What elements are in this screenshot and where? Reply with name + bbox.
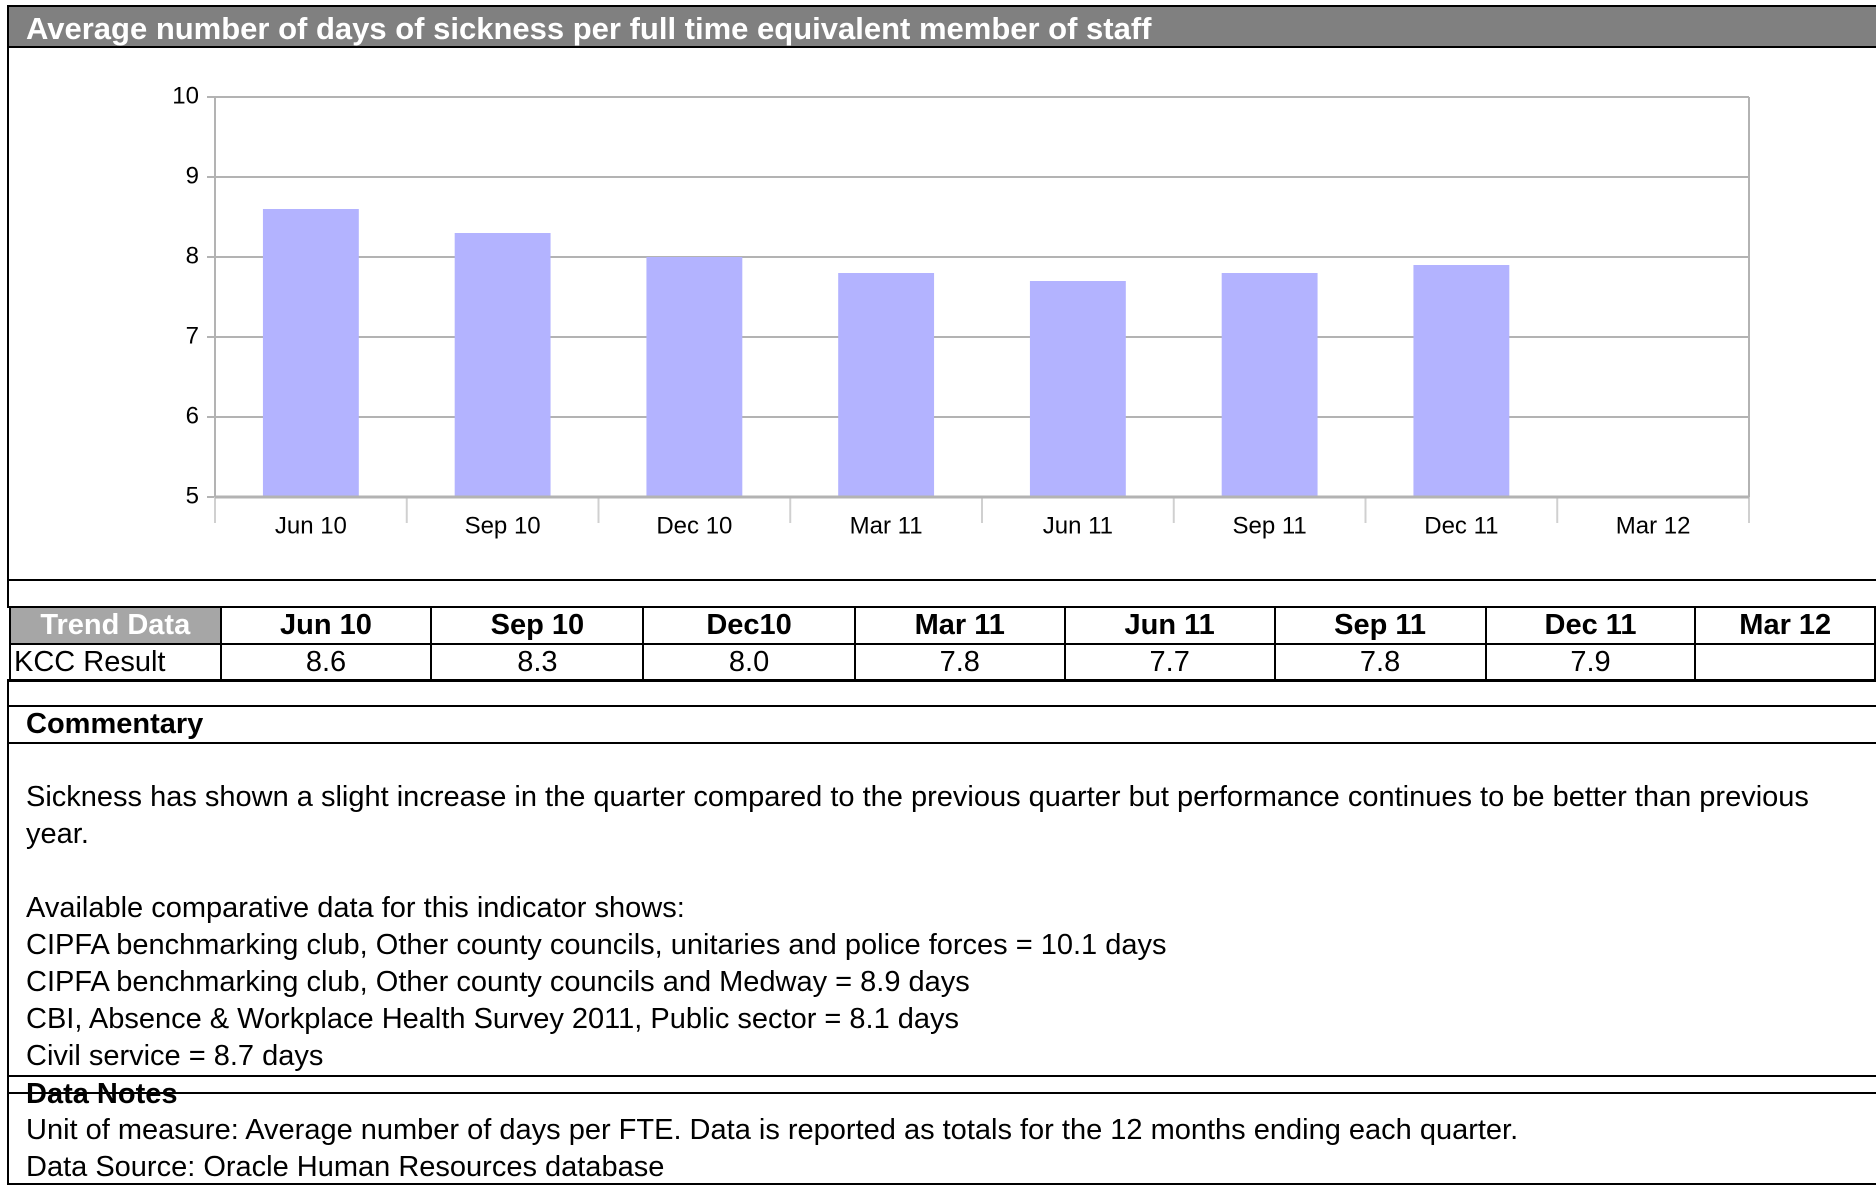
bar xyxy=(1413,265,1510,497)
notes-body: Unit of measure: Average number of days … xyxy=(9,1112,1876,1186)
commentary-text: Sickness has shown a slight increase in … xyxy=(26,781,1809,850)
commentary-heading: Commentary xyxy=(7,705,1876,744)
header-cell: Mar 11 xyxy=(853,606,1066,645)
header-cell: Jun 10 xyxy=(219,606,433,645)
bar xyxy=(1029,281,1126,497)
x-tick-label: Sep 10 xyxy=(465,512,541,539)
header-cell: Sep 11 xyxy=(1273,606,1487,645)
header-cell: Dec 11 xyxy=(1484,606,1697,645)
commentary-body: Sickness has shown a slight increase in … xyxy=(7,742,1876,1094)
chart: 5 6 7 8 9 10 Jun 10 Sep 10 Dec 10 Mar 11 Jun 11 Sep… xyxy=(172,82,1750,539)
y-tick-label: 9 xyxy=(186,162,199,189)
x-tick-label: Sep 11 xyxy=(1232,512,1306,539)
table-cell: 8.0 xyxy=(642,643,856,682)
y-tick-label: 8 xyxy=(186,242,199,269)
comparative-line: CIPFA benchmarking club, Other county co… xyxy=(26,966,970,998)
table-cell: 7.8 xyxy=(853,643,1066,682)
note-line: Data Source: Oracle Human Resources data… xyxy=(26,1151,665,1183)
y-tick-label: 10 xyxy=(172,82,199,109)
bar xyxy=(262,209,359,497)
header-cell: Dec10 xyxy=(642,606,856,645)
table-cell xyxy=(1694,643,1876,682)
page-title: Average number of days of sickness per f… xyxy=(7,5,1876,48)
spacer xyxy=(7,579,1876,608)
header-cell: Trend Data xyxy=(9,606,222,645)
table-cell: KCC Result xyxy=(9,643,222,682)
table-cell: 8.3 xyxy=(430,643,645,682)
x-tick-label: Jun 10 xyxy=(275,512,347,539)
y-tick-label: 7 xyxy=(186,322,199,349)
comparative-list: CIPFA benchmarking club, Other county co… xyxy=(26,927,1876,1075)
header-cell: Jun 11 xyxy=(1063,606,1276,645)
bar xyxy=(454,233,551,497)
header-row: Trend Data Jun 10 Sep 10 Dec10 Mar 11 Jun 11 S… xyxy=(9,606,1876,645)
x-tick-label: Dec 10 xyxy=(656,512,732,539)
x-tick-label: Mar 12 xyxy=(1616,512,1691,539)
bar xyxy=(838,273,935,497)
header-cell: Sep 10 xyxy=(430,606,645,645)
comparative-line: CBI, Absence & Workplace Health Survey 2… xyxy=(26,1003,960,1035)
note-line: Unit of measure: Average number of days … xyxy=(26,1114,1519,1146)
y-tick-label: 5 xyxy=(186,482,199,509)
x-tick-label: Jun 11 xyxy=(1043,512,1113,539)
table-cell: 7.9 xyxy=(1484,643,1697,682)
y-tick-label: 6 xyxy=(186,402,199,429)
table-cell: 8.6 xyxy=(219,643,433,682)
result-row: KCC Result 8.6 8.3 8.0 7.8 7.7 7.8 7.9 xyxy=(9,643,1876,682)
comparative-line: Civil service = 8.7 days xyxy=(26,1040,324,1072)
comparative-line: CIPFA benchmarking club, Other county co… xyxy=(26,929,1167,961)
table-cell: 7.8 xyxy=(1273,643,1487,682)
x-tick-label: Dec 11 xyxy=(1424,512,1498,539)
bar xyxy=(646,257,743,497)
notes-heading: Data Notes xyxy=(26,1078,178,1110)
notes-box: Data Notes Unit of measure: Average numb… xyxy=(7,1075,1876,1185)
chart-box: 5 6 7 8 9 10 Jun 10 Sep 10 Dec 10 Mar 11 Jun 11 Sep… xyxy=(7,47,1876,581)
x-tick-label: Mar 11 xyxy=(850,512,923,539)
trend-table: Trend Data Jun 10 Sep 10 Dec10 Mar 11 Jun 11 S… xyxy=(9,606,1876,682)
table-cell: 7.7 xyxy=(1063,643,1276,682)
comparative-intro: Available comparative data for this indi… xyxy=(26,892,685,924)
bar xyxy=(1221,273,1318,497)
spacer xyxy=(7,679,1876,707)
header-cell: Mar 12 xyxy=(1694,606,1876,645)
